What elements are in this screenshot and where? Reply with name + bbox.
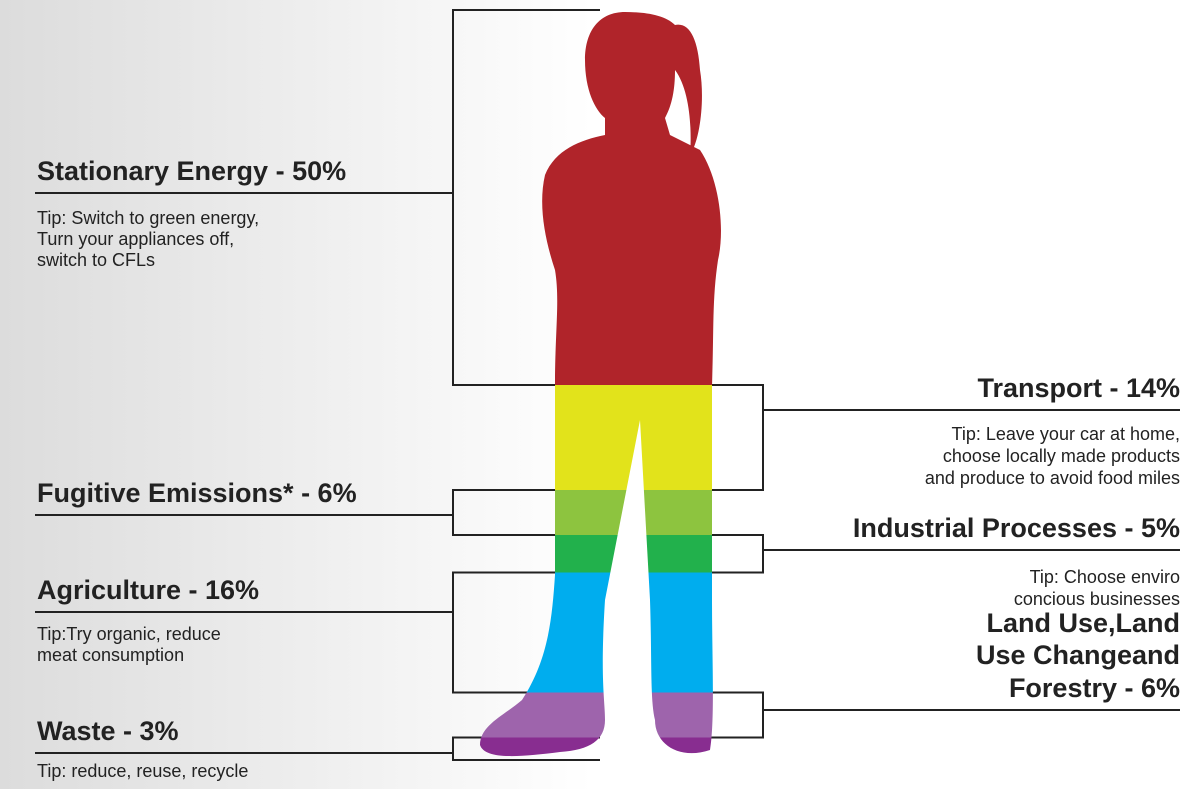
- segment-label: Use Changeand: [976, 640, 1180, 670]
- segment-tip: and produce to avoid food miles: [925, 468, 1180, 488]
- segment-label: Industrial Processes - 5%: [853, 513, 1180, 543]
- segment-tip: concious businesses: [1014, 589, 1180, 609]
- segment-tip: Tip: Leave your car at home,: [952, 424, 1180, 444]
- infographic: Stationary Energy - 50% Tip: Switch to gr…: [0, 0, 1186, 789]
- segment-tip: Tip: reduce, reuse, recycle: [37, 761, 248, 781]
- segment-tip: Tip: Switch to green energy,: [37, 208, 259, 228]
- segment-tip: meat consumption: [37, 645, 184, 665]
- segment-label: Land Use,Land: [986, 608, 1180, 638]
- segment-label: Agriculture - 16%: [37, 575, 259, 605]
- segment-label: Fugitive Emissions* - 6%: [37, 478, 357, 508]
- segment-tip: Tip:Try organic, reduce: [37, 624, 221, 644]
- segment-label: Transport - 14%: [977, 373, 1180, 403]
- segment-tip: switch to CFLs: [37, 250, 155, 270]
- segment-label: Forestry - 6%: [1009, 673, 1180, 703]
- segment-tip: choose locally made products: [943, 446, 1180, 466]
- segment-label: Waste - 3%: [37, 716, 179, 746]
- page: Stationary Energy - 50% Tip: Switch to gr…: [0, 0, 1186, 789]
- segment-tip: Tip: Choose enviro: [1030, 567, 1180, 587]
- segment-tip: Turn your appliances off,: [37, 229, 234, 249]
- segment-label: Stationary Energy - 50%: [37, 156, 346, 186]
